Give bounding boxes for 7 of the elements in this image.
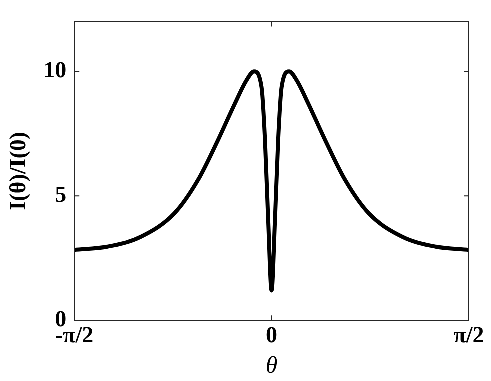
x-tick-label: 0 — [266, 322, 278, 348]
y-axis-title: I(θ)/I(0) — [6, 132, 31, 210]
line-series — [74, 70, 469, 293]
x-axis-title: θ — [266, 352, 278, 379]
y-tick-label: 10 — [44, 58, 67, 83]
x-tick-label: π/2 — [454, 322, 484, 348]
y-tick-label: 5 — [55, 182, 67, 208]
